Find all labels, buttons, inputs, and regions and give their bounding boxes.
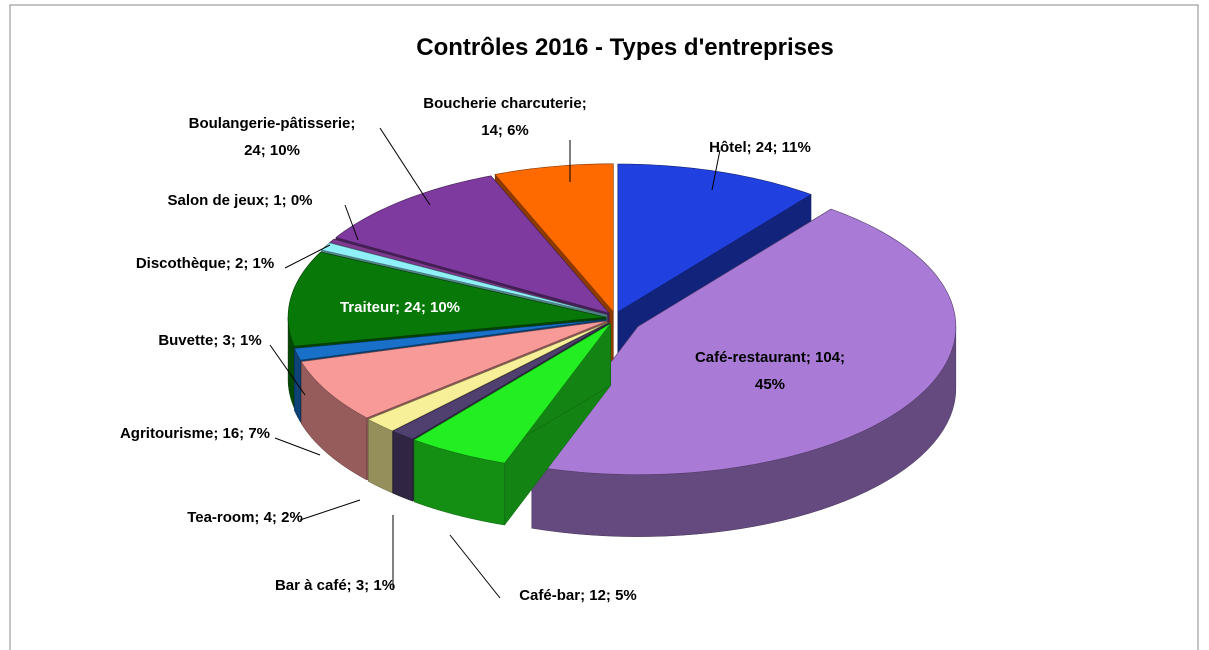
slice [413, 323, 611, 464]
data-label: Hôtel; 24; 11% [709, 139, 811, 156]
leader-line [449, 534, 501, 599]
data-label: Café-bar; 12; 5% [519, 587, 637, 604]
data-label: Boucherie charcuterie; 14; 6% [423, 95, 586, 139]
slice [617, 163, 812, 313]
slice [531, 208, 957, 475]
slice-side [392, 430, 413, 502]
leader-line [274, 437, 321, 456]
data-label: Traiteur; 24; 10% [340, 299, 460, 316]
chart-title: Contrôles 2016 - Types d'entreprises [416, 34, 833, 61]
data-label: Agritourisme; 16; 7% [120, 425, 270, 442]
slice [335, 175, 611, 314]
data-label: Tea-room; 4; 2% [187, 509, 303, 526]
slice [287, 251, 607, 347]
slice [320, 242, 608, 316]
leader-line [284, 244, 331, 269]
slice-side [367, 418, 393, 494]
data-label: Café-restaurant; 104; 45% [695, 349, 845, 393]
data-label: Buvette; 3; 1% [158, 332, 261, 349]
leader-line [344, 204, 359, 241]
leader-line [711, 149, 721, 191]
data-label: Boulangerie-pâtisserie; 24; 10% [189, 115, 356, 159]
data-label: Bar à café; 3; 1% [275, 577, 395, 594]
slice [494, 163, 614, 313]
slice [293, 319, 607, 361]
slice [300, 320, 608, 419]
data-label: Discothèque; 2; 1% [136, 255, 274, 272]
slice [367, 322, 609, 432]
leader-line [379, 127, 431, 206]
slice-side [294, 348, 301, 424]
data-label: Salon de jeux; 1; 0% [167, 192, 312, 209]
leader-line [269, 344, 306, 396]
leader-line [299, 499, 361, 521]
slice [392, 322, 610, 440]
